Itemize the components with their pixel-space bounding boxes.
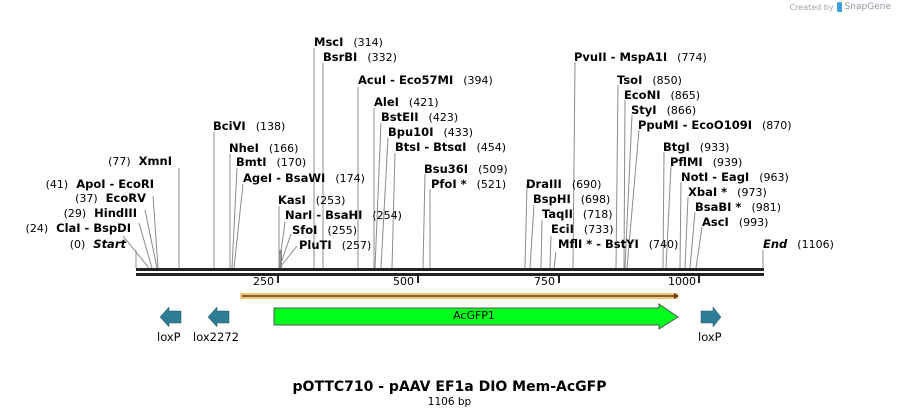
feature-loxp-right-arrow[interactable] bbox=[700, 306, 722, 328]
plasmid-length: 1106 bp bbox=[427, 396, 472, 408]
snapgene-credit: Created by SnapGene bbox=[790, 2, 891, 12]
site-bsteii[interactable]: BstEII (423) bbox=[381, 110, 459, 124]
feature-acgfp1-label: AcGFP1 bbox=[453, 309, 495, 322]
sequence-backbone-top bbox=[136, 268, 764, 271]
site-xmni[interactable]: (77) XmnI bbox=[108, 154, 172, 168]
tick-label-500: 500 bbox=[393, 275, 414, 288]
site-nari-bsahi[interactable]: NarI - BsaHI (254) bbox=[285, 208, 402, 222]
tick-label-750: 750 bbox=[534, 275, 555, 288]
credit-prefix: Created by bbox=[789, 2, 834, 12]
site-msci[interactable]: MscI (314) bbox=[314, 35, 383, 49]
site-leader-lines bbox=[122, 48, 764, 269]
site-bsphi[interactable]: BspHI (698) bbox=[533, 192, 611, 206]
feature-loxp-left-label: loxP bbox=[157, 330, 181, 344]
site-bmti[interactable]: BmtI (170) bbox=[236, 155, 307, 169]
feature-acgfp1-arrow[interactable] bbox=[273, 303, 679, 330]
site-bsabi[interactable]: BsaBI * (981) bbox=[695, 200, 782, 214]
site-asci[interactable]: AscI (993) bbox=[702, 215, 769, 229]
site-agei-bsawi[interactable]: AgeI - BsaWI (174) bbox=[243, 171, 365, 185]
site-ecorv[interactable]: (37) EcoRV bbox=[75, 191, 146, 205]
site-acui-eco57mi[interactable]: AcuI - Eco57MI (394) bbox=[358, 73, 493, 87]
tick-label-250: 250 bbox=[253, 275, 274, 288]
site-start[interactable]: (0) Start bbox=[69, 237, 126, 251]
site-ppumi-ecoo109i[interactable]: PpuMI - EcoO109I (870) bbox=[638, 118, 792, 132]
site-apoi-ecori[interactable]: (41) ApoI - EcoRI bbox=[45, 177, 154, 191]
site-btgi[interactable]: BtgI (933) bbox=[663, 140, 730, 154]
site-draiii[interactable]: DraIII (690) bbox=[526, 177, 602, 191]
site-btsi-btsai[interactable]: BtsI - BtsαI (454) bbox=[395, 140, 507, 154]
site-nhei[interactable]: NheI (166) bbox=[229, 141, 299, 155]
site-ecii[interactable]: EciI (733) bbox=[551, 222, 614, 236]
site-pfoi[interactable]: PfoI * (521) bbox=[431, 177, 507, 191]
site-xbai[interactable]: XbaI * (973) bbox=[688, 185, 767, 199]
site-sfoi[interactable]: SfoI (255) bbox=[292, 223, 358, 237]
feature-loxp-right-label: loxP bbox=[698, 330, 722, 344]
plasmid-title: pOTTC710 - pAAV EF1a DIO Mem-AcGFP bbox=[292, 379, 607, 395]
credit-brand: SnapGene bbox=[844, 2, 891, 12]
feature-loxp-left-arrow[interactable] bbox=[159, 306, 182, 328]
site-hindiii[interactable]: (29) HindIII bbox=[63, 206, 137, 220]
feature-lox2272-label: lox2272 bbox=[193, 330, 239, 344]
site-mfli-bstyi[interactable]: MflI * - BstYI (740) bbox=[558, 237, 679, 251]
site-kasi[interactable]: KasI (253) bbox=[278, 193, 346, 207]
site-pvuii-mspa1i[interactable]: PvuII - MspA1I (774) bbox=[574, 50, 707, 64]
site-bsrbi[interactable]: BsrBI (332) bbox=[323, 50, 397, 64]
site-bcivi[interactable]: BciVI (138) bbox=[213, 119, 286, 133]
ruler-ticks bbox=[277, 276, 700, 283]
site-styi[interactable]: StyI (866) bbox=[631, 103, 697, 117]
site-pluti[interactable]: PluTI (257) bbox=[299, 238, 372, 252]
site-alei[interactable]: AleI (421) bbox=[374, 95, 439, 109]
site-clai-bspdi[interactable]: (24) ClaI - BspDI bbox=[25, 221, 131, 235]
site-taqii[interactable]: TaqII (718) bbox=[542, 207, 613, 221]
site-bsu36i[interactable]: Bsu36I (509) bbox=[424, 162, 508, 176]
site-bpu10i[interactable]: Bpu10I (433) bbox=[388, 125, 474, 139]
site-pflmi[interactable]: PflMI (939) bbox=[670, 155, 743, 169]
feature-lox2272-arrow[interactable] bbox=[207, 306, 230, 328]
primer-arrow[interactable] bbox=[240, 293, 679, 299]
snapgene-logo-icon bbox=[836, 2, 842, 12]
sequence-backbone-bottom bbox=[136, 273, 764, 276]
site-tsoi[interactable]: TsoI (850) bbox=[617, 73, 682, 87]
site-end[interactable]: End (1106) bbox=[763, 237, 834, 251]
site-econi[interactable]: EcoNI (865) bbox=[624, 88, 701, 102]
site-noti-eagi[interactable]: NotI - EagI (963) bbox=[681, 170, 789, 184]
tick-label-1000: 1000 bbox=[668, 275, 696, 288]
